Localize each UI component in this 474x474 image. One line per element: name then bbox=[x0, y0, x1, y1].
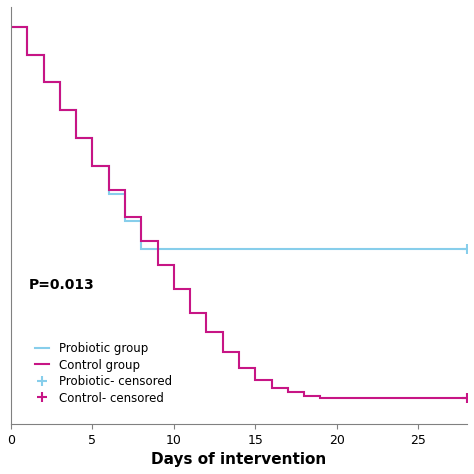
X-axis label: Days of intervention: Days of intervention bbox=[151, 452, 327, 467]
Legend: Probiotic group, Control group, Probiotic- censored, Control- censored: Probiotic group, Control group, Probioti… bbox=[30, 337, 177, 410]
Text: P=0.013: P=0.013 bbox=[29, 278, 95, 292]
